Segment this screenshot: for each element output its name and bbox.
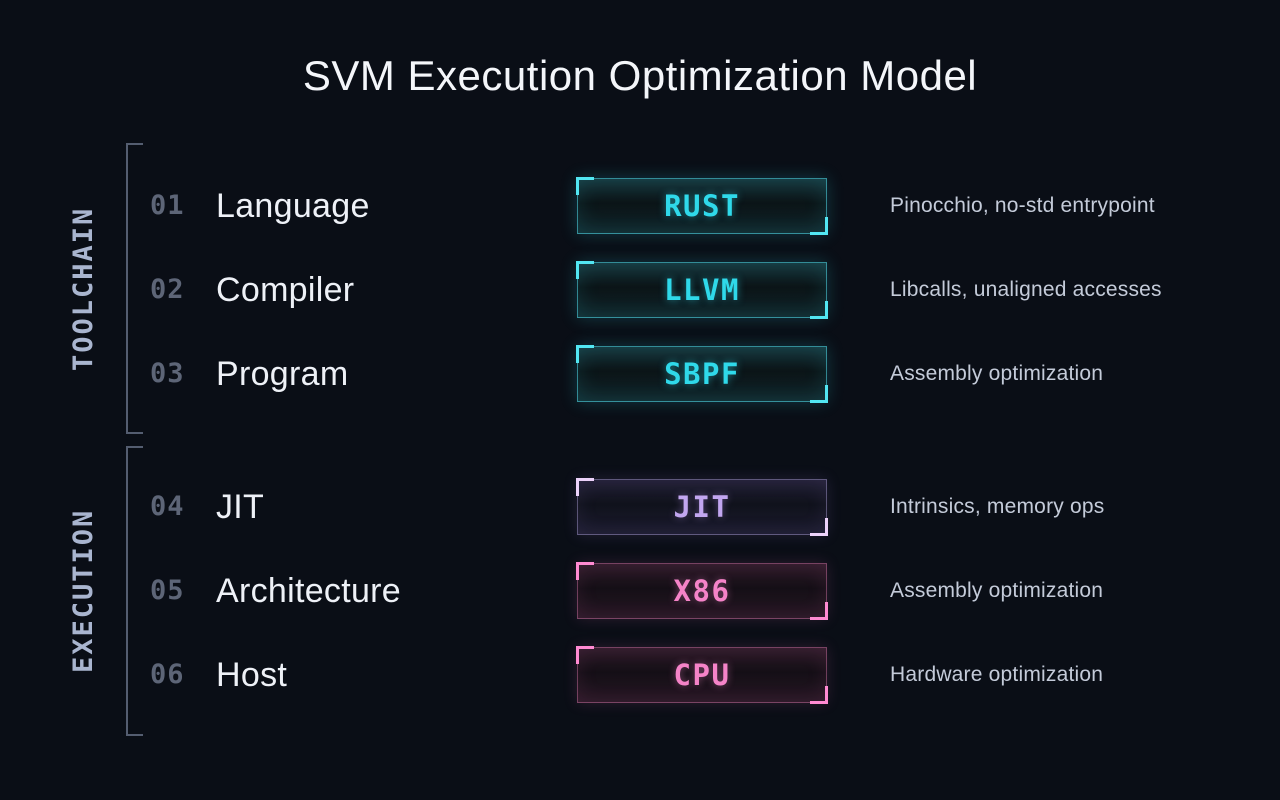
row-label: Language bbox=[216, 187, 370, 225]
row-description: Assembly optimization bbox=[890, 362, 1104, 385]
badge-x86: X86 bbox=[576, 562, 828, 620]
row-description: Libcalls, unaligned accesses bbox=[890, 278, 1162, 301]
badge-sbpf: SBPF bbox=[576, 345, 828, 403]
row-number: 04 bbox=[150, 491, 185, 522]
row-language: 01 Language RUST Pinocchio, no-std entry… bbox=[0, 177, 1280, 235]
row-host: 06 Host CPU Hardware optimization bbox=[0, 646, 1280, 704]
row-label: Host bbox=[216, 656, 288, 694]
row-compiler: 02 Compiler LLVM Libcalls, unaligned acc… bbox=[0, 261, 1280, 319]
row-label: Compiler bbox=[216, 271, 355, 309]
badge-llvm: LLVM bbox=[576, 261, 828, 319]
section-bracket-execution bbox=[126, 446, 143, 736]
row-program: 03 Program SBPF Assembly optimization bbox=[0, 345, 1280, 403]
row-description: Pinocchio, no-std entrypoint bbox=[890, 194, 1155, 217]
row-description: Hardware optimization bbox=[890, 663, 1104, 686]
row-number: 06 bbox=[150, 659, 185, 690]
row-architecture: 05 Architecture X86 Assembly optimizatio… bbox=[0, 562, 1280, 620]
row-label: JIT bbox=[216, 488, 265, 526]
row-number: 02 bbox=[150, 274, 185, 305]
row-description: Intrinsics, memory ops bbox=[890, 495, 1105, 518]
row-number: 01 bbox=[150, 190, 185, 221]
row-description: Assembly optimization bbox=[890, 579, 1104, 602]
page-title: SVM Execution Optimization Model bbox=[302, 52, 978, 99]
row-label: Program bbox=[216, 355, 349, 393]
row-number: 03 bbox=[150, 358, 185, 389]
badge-jit: JIT bbox=[576, 478, 828, 536]
row-label: Architecture bbox=[216, 572, 402, 610]
section-bracket-toolchain bbox=[126, 143, 143, 434]
row-number: 05 bbox=[150, 575, 185, 606]
badge-rust: RUST bbox=[576, 177, 828, 235]
badge-cpu: CPU bbox=[576, 646, 828, 704]
row-jit: 04 JIT JIT Intrinsics, memory ops bbox=[0, 478, 1280, 536]
